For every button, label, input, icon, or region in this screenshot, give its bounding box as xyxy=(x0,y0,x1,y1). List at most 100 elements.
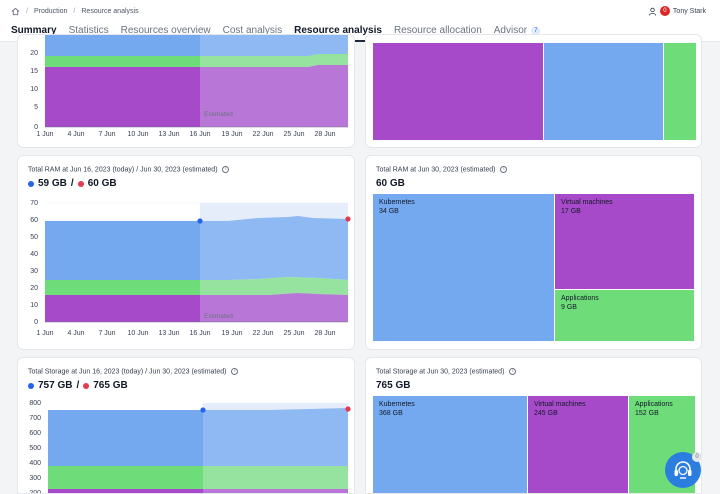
headset-icon xyxy=(674,461,692,479)
estimated-label: Estimated xyxy=(204,111,233,118)
storage-card-label: Total Storage at Jun 16, 2023 (today) / … xyxy=(28,368,239,376)
cpu-area-purple-estimated xyxy=(200,65,348,127)
storage-area-chart[interactable]: 800 700 600 500 400 300 200 xyxy=(18,358,355,494)
info-icon[interactable]: i xyxy=(500,166,508,173)
y-tick-label: 60 xyxy=(30,217,38,224)
ram-area-applications xyxy=(45,280,200,295)
ram-area-virtual-machines xyxy=(45,295,200,322)
treemap-block-virtual-machines[interactable] xyxy=(373,43,543,140)
x-tick-label: 1 Jun xyxy=(36,131,53,138)
ram-treemap-label-text: Total RAM at Jun 30, 2023 (estimated) xyxy=(376,166,496,174)
y-tick-label: 40 xyxy=(30,251,38,258)
estimated-marker[interactable] xyxy=(345,406,351,412)
tab-label: Resource analysis xyxy=(294,25,382,36)
today-marker[interactable] xyxy=(200,407,206,413)
info-icon[interactable]: i xyxy=(509,368,517,375)
support-count-badge: 0 xyxy=(692,452,702,462)
breadcrumb-production[interactable]: Production xyxy=(33,8,68,15)
storage-area-virtual-machines xyxy=(48,489,203,493)
tab-statistics[interactable]: Statistics xyxy=(63,22,115,42)
treemap-block-applications[interactable] xyxy=(664,43,696,140)
treemap-block-name: Virtual machines xyxy=(561,199,613,206)
cpu-x-ticks: 1 Jun 4 Jun 7 Jun 10 Jun 13 Jun 16 Jun 1… xyxy=(36,131,335,138)
cpu-area-chart[interactable]: Estimated 20 15 10 5 0 1 Jun 4 Jun 7 Jun… xyxy=(18,35,355,148)
ram-area-virtual-machines-estimated xyxy=(200,293,348,322)
info-icon[interactable]: i xyxy=(222,166,230,173)
y-tick-label: 500 xyxy=(29,445,41,452)
estimated-dot-icon xyxy=(83,382,90,389)
y-tick-label: 700 xyxy=(29,415,41,422)
treemap-block-virtual-machines[interactable]: Virtual machines 17 GB xyxy=(555,194,694,289)
treemap-block-value: 34 GB xyxy=(379,208,399,215)
estimated-marker[interactable] xyxy=(345,216,351,222)
x-tick-label: 19 Jun xyxy=(221,330,242,337)
ram-area-chart[interactable]: Estimated 70 60 50 40 30 20 10 0 1 Jun 4… xyxy=(18,156,355,350)
ram-values: 59 GB / 60 GB xyxy=(28,178,117,189)
info-icon[interactable]: i xyxy=(231,368,239,375)
tab-cost-analysis[interactable]: Cost analysis xyxy=(217,22,288,42)
ram-history-card: Total RAM at Jun 16, 2023 (today) / Jun … xyxy=(17,155,355,350)
breadcrumb-resource-analysis: Resource analysis xyxy=(81,8,139,15)
storage-treemap-value: 765 GB xyxy=(376,380,411,391)
value-separator: / xyxy=(76,380,80,391)
tab-resources-overview[interactable]: Resources overview xyxy=(115,22,217,42)
ram-y-ticks: 70 60 50 40 30 20 10 0 xyxy=(30,200,38,326)
y-tick-label: 10 xyxy=(30,302,38,309)
storage-area-applications xyxy=(48,466,203,489)
label-separator: / xyxy=(145,368,148,376)
y-tick-label: 600 xyxy=(29,430,41,437)
today-marker[interactable] xyxy=(197,218,203,224)
breadcrumb-separator: / xyxy=(73,8,76,15)
x-tick-label: 22 Jun xyxy=(252,330,273,337)
cpu-treemap-card xyxy=(365,34,702,148)
y-tick-label: 0 xyxy=(34,124,38,131)
y-tick-label: 50 xyxy=(30,234,38,241)
cpu-area-green-estimated xyxy=(200,54,348,67)
label-separator: / xyxy=(136,166,139,174)
x-tick-label: 25 Jun xyxy=(283,330,304,337)
ram-value-today: 59 GB xyxy=(38,178,67,189)
x-tick-label: 16 Jun xyxy=(189,330,210,337)
y-tick-label: 400 xyxy=(29,460,41,467)
storage-value-today: 757 GB xyxy=(38,380,73,391)
storage-history-card: Total Storage at Jun 16, 2023 (today) / … xyxy=(17,357,355,494)
y-tick-label: 70 xyxy=(30,200,38,207)
ram-area-kubernetes xyxy=(45,221,200,280)
x-tick-label: 4 Jun xyxy=(67,330,84,337)
treemap-block-kubernetes[interactable]: Kubernetes 34 GB xyxy=(373,194,554,341)
treemap-block-applications[interactable]: Applications 9 GB xyxy=(555,290,694,341)
y-tick-label: 200 xyxy=(29,490,41,494)
home-icon[interactable] xyxy=(11,7,20,16)
treemap-block-name: Kubernetes xyxy=(379,401,415,408)
y-tick-label: 15 xyxy=(30,68,38,75)
treemap-block-virtual-machines[interactable]: Virtual machines 245 GB xyxy=(528,396,628,493)
x-tick-label: 10 Jun xyxy=(127,330,148,337)
storage-area-kubernetes xyxy=(48,410,203,466)
tab-resource-allocation[interactable]: Resource allocation xyxy=(388,22,488,42)
x-tick-label: 13 Jun xyxy=(158,330,179,337)
x-tick-label: 25 Jun xyxy=(283,131,304,138)
treemap-block-value: 17 GB xyxy=(561,208,581,215)
storage-treemap-label: Total Storage at Jun 30, 2023 (estimated… xyxy=(376,368,517,375)
ram-label-today: Total RAM at Jun 16, 2023 (today) xyxy=(28,166,135,174)
y-tick-label: 20 xyxy=(30,50,38,57)
treemap-block-kubernetes[interactable]: Kubernetes 368 GB xyxy=(373,396,527,493)
tab-label: Resource allocation xyxy=(393,25,482,36)
ram-treemap-card: Total RAM at Jun 30, 2023 (estimated) i … xyxy=(365,155,702,350)
treemap-block-kubernetes[interactable] xyxy=(544,43,663,140)
x-tick-label: 28 Jun xyxy=(314,330,335,337)
storage-area-virtual-machines-estimated xyxy=(203,489,348,493)
storage-value-estimated: 765 GB xyxy=(93,380,128,391)
x-tick-label: 13 Jun xyxy=(158,131,179,138)
tab-advisor[interactable]: Advisor 7 xyxy=(488,22,547,42)
user-menu[interactable]: 0 Tony Stark xyxy=(648,6,706,16)
value-separator: / xyxy=(70,178,74,189)
user-name[interactable]: Tony Stark xyxy=(672,7,706,15)
storage-label-estimated: Jun 30, 2023 (estimated) xyxy=(149,368,227,376)
notification-badge[interactable]: 0 xyxy=(659,6,670,16)
y-tick-label: 800 xyxy=(29,400,41,407)
ram-treemap-label: Total RAM at Jun 30, 2023 (estimated) i xyxy=(376,166,508,174)
tab-summary[interactable]: Summary xyxy=(11,22,63,42)
y-tick-label: 5 xyxy=(34,104,38,111)
x-tick-label: 7 Jun xyxy=(98,131,115,138)
